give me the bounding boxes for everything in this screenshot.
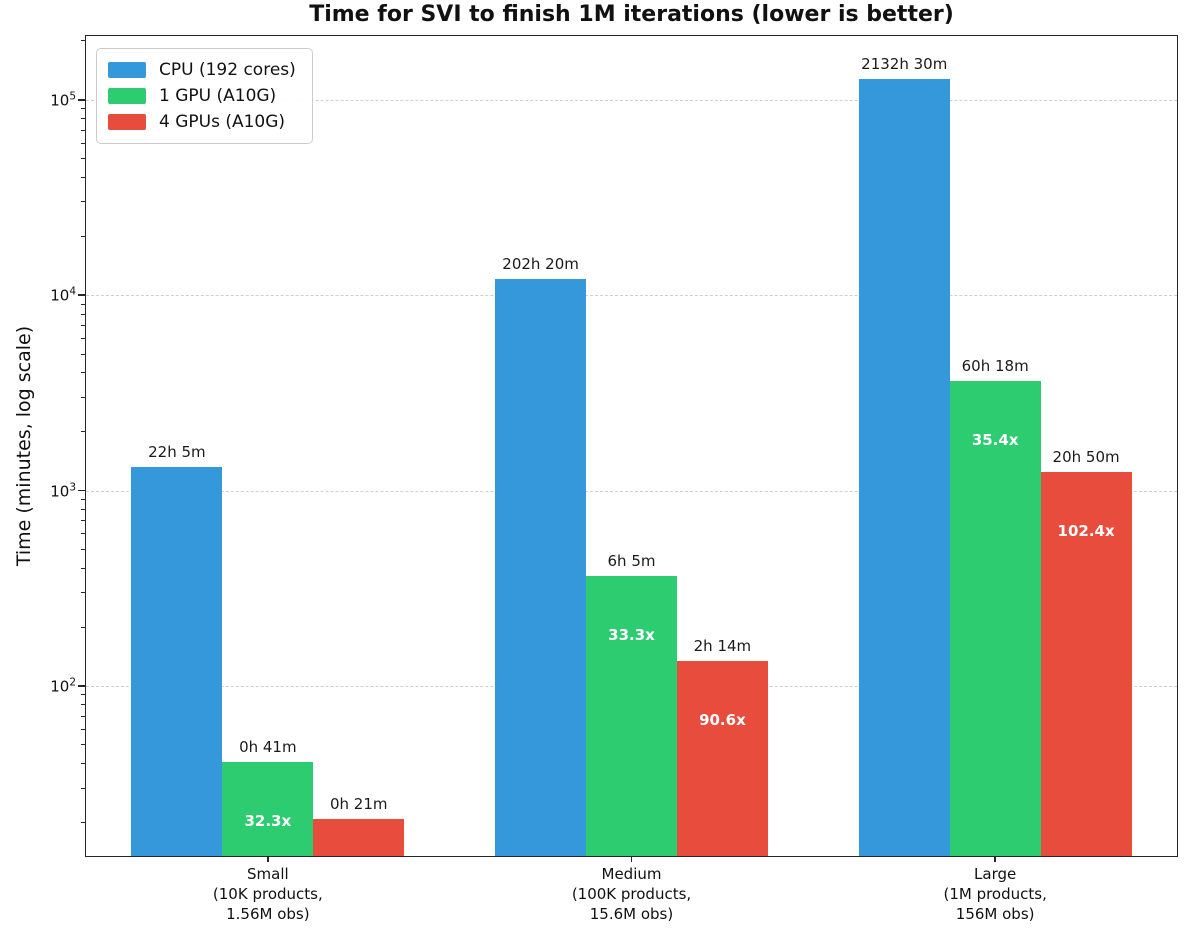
legend-label-4gpu: 4 GPUs (A10G) bbox=[159, 112, 286, 132]
y-minor-tick bbox=[81, 303, 85, 305]
bar-4gpu-medium bbox=[676, 661, 768, 856]
y-tick-label: 103 bbox=[50, 481, 76, 501]
x-category-label-line: Small bbox=[246, 865, 289, 883]
x-category-label-large: Large (1M products, 156M obs) bbox=[943, 865, 1046, 924]
y-minor-tick bbox=[81, 313, 85, 315]
x-category-label-line: 15.6M obs) bbox=[589, 904, 674, 923]
bar-value-label-cpu-large: 2132h 30m bbox=[861, 54, 948, 73]
y-axis-label: Time (minutes, log scale) bbox=[13, 325, 35, 567]
y-minor-tick bbox=[81, 235, 85, 237]
legend: CPU (192 cores) 1 GPU (A10G) 4 GPUs (A10… bbox=[96, 48, 313, 144]
y-minor-tick bbox=[81, 533, 85, 535]
y-gridline bbox=[86, 295, 1177, 297]
x-tick bbox=[630, 856, 633, 862]
y-minor-tick bbox=[81, 129, 85, 131]
y-minor-tick bbox=[81, 40, 85, 42]
speedup-label-4gpu-large: 102.4x bbox=[1057, 521, 1115, 540]
y-minor-tick bbox=[81, 177, 85, 179]
bar-value-label-1gpu-medium: 6h 5m bbox=[607, 552, 656, 571]
bar-value-label-1gpu-small: 0h 41m bbox=[239, 737, 297, 756]
bar-value-label-4gpu-small: 0h 21m bbox=[329, 794, 388, 813]
y-tick-label: 105 bbox=[50, 90, 76, 110]
x-category-label-line: 156M obs) bbox=[955, 904, 1035, 923]
y-minor-tick bbox=[81, 548, 85, 550]
bar-value-label-cpu-medium: 202h 20m bbox=[502, 254, 579, 273]
y-tick-label: 104 bbox=[50, 285, 76, 305]
bar-1gpu-medium bbox=[586, 576, 677, 856]
y-minor-tick bbox=[81, 509, 85, 511]
speedup-label-1gpu-small: 32.3x bbox=[244, 811, 292, 830]
x-category-label-line: (100K products, bbox=[571, 884, 692, 903]
y-minor-tick bbox=[81, 592, 85, 594]
y-gridline bbox=[86, 99, 1177, 101]
y-minor-tick bbox=[81, 353, 85, 355]
bar-4gpu-small bbox=[313, 818, 405, 856]
y-minor-tick bbox=[81, 338, 85, 340]
y-minor-tick bbox=[81, 142, 85, 144]
bar-value-label-4gpu-medium: 2h 14m bbox=[693, 637, 752, 656]
legend-swatch-1gpu-icon bbox=[108, 88, 146, 104]
y-major-tick bbox=[78, 294, 85, 296]
y-major-tick bbox=[78, 685, 85, 687]
y-minor-tick bbox=[81, 787, 85, 789]
y-minor-tick bbox=[81, 118, 85, 120]
legend-item-cpu: CPU (192 cores) bbox=[108, 57, 296, 83]
y-minor-tick bbox=[81, 744, 85, 746]
legend-swatch-4gpu-icon bbox=[108, 114, 146, 130]
speedup-label-4gpu-medium: 90.6x bbox=[699, 711, 746, 730]
y-minor-tick bbox=[81, 520, 85, 522]
y-minor-tick bbox=[81, 158, 85, 160]
y-minor-tick bbox=[81, 694, 85, 696]
speedup-label-1gpu-large: 35.4x bbox=[971, 431, 1019, 450]
x-category-label-medium: Medium (100K products, 15.6M obs) bbox=[572, 865, 691, 924]
y-minor-tick bbox=[81, 822, 85, 824]
y-minor-tick bbox=[81, 372, 85, 374]
x-tick bbox=[994, 856, 996, 862]
x-category-label-line: (1M products, bbox=[943, 884, 1047, 903]
bar-1gpu-large bbox=[949, 381, 1041, 856]
legend-swatch-cpu-icon bbox=[108, 62, 146, 78]
bar-value-label-4gpu-large: 20h 50m bbox=[1052, 447, 1120, 466]
y-minor-tick bbox=[81, 499, 85, 501]
bar-value-label-cpu-small: 22h 5m bbox=[148, 442, 206, 461]
y-minor-tick bbox=[81, 626, 85, 628]
legend-label-1gpu: 1 GPU (A10G) bbox=[159, 86, 277, 106]
x-category-label-small: Small (10K products, 1.56M obs) bbox=[213, 865, 323, 924]
bar-value-label-1gpu-large: 60h 18m bbox=[961, 357, 1029, 376]
speedup-label-1gpu-medium: 33.3x bbox=[608, 625, 655, 644]
y-minor-tick bbox=[81, 715, 85, 717]
y-major-tick bbox=[78, 489, 85, 492]
y-minor-tick bbox=[81, 324, 85, 326]
legend-item-4gpu: 4 GPUs (A10G) bbox=[108, 109, 296, 135]
y-minor-tick bbox=[81, 431, 85, 433]
y-minor-tick bbox=[81, 567, 85, 569]
y-minor-tick bbox=[81, 763, 85, 765]
x-category-label-line: Medium bbox=[601, 865, 662, 883]
y-minor-tick bbox=[81, 728, 85, 730]
x-category-label-line: 1.56M obs) bbox=[226, 904, 310, 923]
y-tick-label: 102 bbox=[50, 676, 76, 696]
legend-label-cpu: CPU (192 cores) bbox=[159, 60, 296, 80]
y-minor-tick bbox=[81, 108, 85, 110]
bar-cpu-small bbox=[131, 466, 223, 856]
y-minor-tick bbox=[81, 704, 85, 706]
y-minor-tick bbox=[81, 201, 85, 203]
bar-cpu-medium bbox=[495, 278, 587, 856]
bar-4gpu-large bbox=[1040, 471, 1132, 856]
legend-item-1gpu: 1 GPU (A10G) bbox=[108, 83, 296, 109]
y-gridline bbox=[86, 490, 1177, 492]
chart-title: Time for SVI to finish 1M iterations (lo… bbox=[309, 2, 954, 27]
bar-1gpu-small bbox=[222, 761, 314, 856]
bar-cpu-large bbox=[858, 78, 950, 856]
plot-area: CPU (192 cores) 1 GPU (A10G) 4 GPUs (A10… bbox=[50, 35, 1178, 923]
y-minor-tick bbox=[81, 396, 85, 398]
y-major-tick bbox=[78, 99, 85, 101]
x-category-label-line: (10K products, bbox=[212, 884, 323, 903]
x-tick bbox=[267, 856, 269, 862]
x-category-label-line: Large bbox=[974, 865, 1017, 883]
